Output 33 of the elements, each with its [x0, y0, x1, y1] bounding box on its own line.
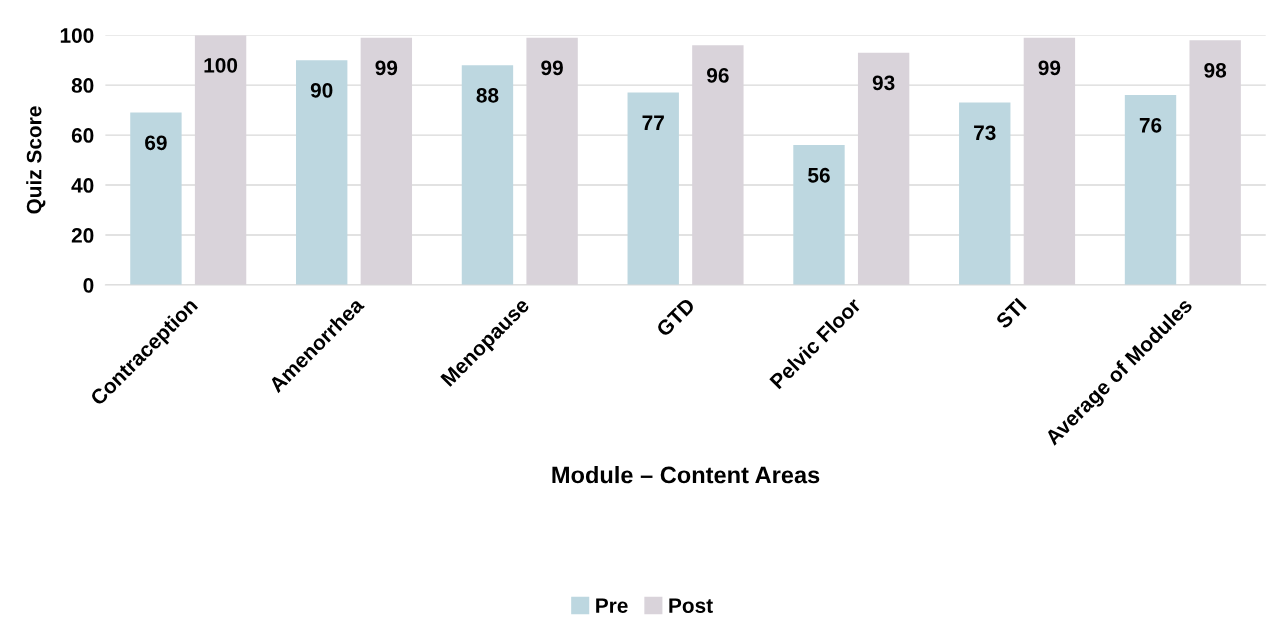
legend-label: Post [669, 598, 713, 613]
x-tick-label: STI [994, 297, 1027, 330]
y-axis-title: Quiz Score [26, 106, 46, 214]
data-label: 93 [872, 75, 895, 91]
y-tick-label: 20 [71, 228, 94, 243]
data-label: 98 [1204, 62, 1227, 78]
data-label: 76 [1139, 117, 1162, 133]
data-label: 99 [541, 60, 563, 76]
data-label: 69 [145, 135, 167, 151]
y-tick-label: 80 [71, 78, 94, 93]
bar [1124, 95, 1177, 285]
x-tick-label: GTD [655, 297, 696, 338]
data-label: 100 [204, 57, 238, 73]
bar [461, 65, 514, 285]
data-label: 99 [375, 60, 398, 76]
data-label: 99 [1038, 60, 1061, 76]
y-tick-label: 60 [71, 128, 94, 143]
bar [627, 92, 679, 285]
data-label: 77 [642, 115, 664, 130]
x-axis-title: Module – Content Areas [552, 465, 820, 484]
bar [130, 112, 182, 285]
y-tick-label: 40 [71, 178, 94, 193]
bar [959, 102, 1011, 285]
data-label: 90 [310, 82, 333, 98]
data-label: 96 [707, 67, 729, 83]
data-label: 56 [808, 167, 830, 183]
y-tick-label: 0 [83, 278, 94, 293]
bar [296, 60, 348, 285]
data-label: 73 [974, 125, 996, 141]
bar [793, 145, 845, 285]
y-tick-label: 100 [60, 28, 94, 43]
data-label: 88 [476, 87, 499, 103]
legend-label: Pre [596, 598, 628, 613]
